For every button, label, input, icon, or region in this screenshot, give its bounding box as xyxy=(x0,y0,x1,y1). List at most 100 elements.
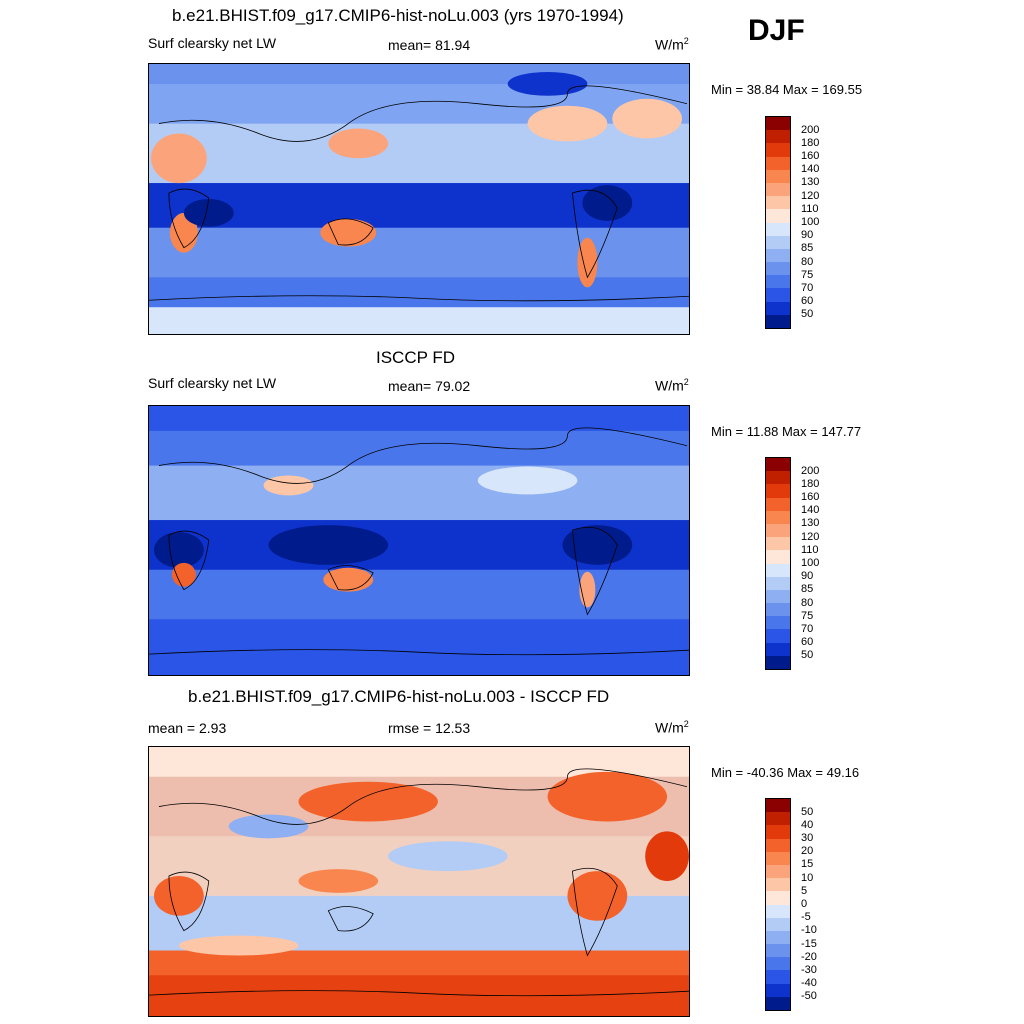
colorbar-label: 50 xyxy=(801,805,814,818)
colorbar-swatch xyxy=(766,983,790,997)
colorbar-swatch xyxy=(766,130,790,144)
colorbar-label: 120 xyxy=(801,189,820,202)
colorbar-label: 20 xyxy=(801,845,814,858)
colorbar-swatch xyxy=(766,288,790,302)
colorbar-label: 200 xyxy=(801,464,820,477)
panel-2-map-field xyxy=(149,406,689,675)
colorbar-swatch xyxy=(766,484,790,498)
panel-2-map xyxy=(148,405,690,676)
colorbar-swatch xyxy=(766,497,790,511)
panel-3-minmax: Min = -40.36 Max = 49.16 xyxy=(711,765,860,780)
colorbar-swatch xyxy=(766,196,790,210)
panel-3-map-field xyxy=(149,747,689,1016)
panel-1-colorbar-swatches xyxy=(766,117,790,328)
colorbar-label: 200 xyxy=(801,123,820,136)
panel-1-mean-label: mean= 81.94 xyxy=(388,37,471,53)
colorbar-label: 60 xyxy=(801,295,814,308)
colorbar-label: 180 xyxy=(801,136,820,149)
colorbar-swatch xyxy=(766,117,790,131)
colorbar-label: -50 xyxy=(801,990,817,1003)
colorbar-swatch xyxy=(766,550,790,564)
colorbar-label: 180 xyxy=(801,477,820,490)
colorbar-swatch xyxy=(766,878,790,892)
colorbar-label: 75 xyxy=(801,268,814,281)
colorbar-swatch xyxy=(766,603,790,617)
colorbar-swatch xyxy=(766,576,790,590)
colorbar-swatch xyxy=(766,471,790,485)
colorbar-label: 10 xyxy=(801,871,814,884)
colorbar-swatch xyxy=(766,314,790,328)
colorbar-label: 130 xyxy=(801,517,820,530)
colorbar-swatch xyxy=(766,825,790,839)
colorbar-label: 5 xyxy=(801,884,808,897)
panel-2-variable-label: Surf clearsky net LW xyxy=(148,375,277,391)
season-label: DJF xyxy=(748,14,805,47)
colorbar-swatch xyxy=(766,944,790,958)
colorbar-swatch xyxy=(766,143,790,157)
panel-3-colorbar xyxy=(765,798,791,1011)
colorbar-swatch xyxy=(766,235,790,249)
colorbar-swatch xyxy=(766,930,790,945)
colorbar-label: 30 xyxy=(801,832,814,845)
colorbar-label: 85 xyxy=(801,583,814,596)
panel-1-colorbar xyxy=(765,116,791,329)
colorbar-swatch xyxy=(766,589,790,604)
colorbar-swatch xyxy=(766,838,790,852)
colorbar-swatch xyxy=(766,563,790,577)
colorbar-swatch xyxy=(766,248,790,263)
panel-1-minmax: Min = 38.84 Max = 169.55 xyxy=(711,82,863,97)
panel-3-colorbar-swatches xyxy=(766,799,790,1010)
panel-1-title: b.e21.BHIST.f09_g17.CMIP6-hist-noLu.003 … xyxy=(172,6,624,25)
colorbar-label: 50 xyxy=(801,649,814,662)
colorbar-swatch xyxy=(766,904,790,918)
panel-2-mean-label: mean= 79.02 xyxy=(388,378,471,394)
colorbar-label: 90 xyxy=(801,229,814,242)
colorbar-label: -15 xyxy=(801,937,817,950)
panel-1-variable-label: Surf clearsky net LW xyxy=(148,35,277,51)
colorbar-label: -10 xyxy=(801,924,817,937)
colorbar-label: -5 xyxy=(801,911,811,924)
colorbar-label: 80 xyxy=(801,255,814,268)
colorbar-label: 40 xyxy=(801,818,814,831)
panel-1-map-field xyxy=(149,64,689,334)
colorbar-swatch xyxy=(766,182,790,197)
colorbar-swatch xyxy=(766,301,790,315)
colorbar-swatch xyxy=(766,275,790,289)
colorbar-swatch xyxy=(766,616,790,630)
colorbar-label: 80 xyxy=(801,596,814,609)
colorbar-label: 90 xyxy=(801,570,814,583)
colorbar-label: 15 xyxy=(801,858,814,871)
colorbar-label: 100 xyxy=(801,557,820,569)
colorbar-label: 70 xyxy=(801,281,814,294)
colorbar-swatch xyxy=(766,812,790,826)
colorbar-label: 140 xyxy=(801,163,820,176)
colorbar-swatch xyxy=(766,996,790,1010)
colorbar-swatch xyxy=(766,262,790,276)
colorbar-swatch xyxy=(766,510,790,524)
colorbar-swatch xyxy=(766,642,790,656)
colorbar-label: 85 xyxy=(801,242,814,255)
colorbar-label: 100 xyxy=(801,216,820,228)
panel-2-minmax: Min = 11.88 Max = 147.77 xyxy=(711,424,862,439)
colorbar-swatch xyxy=(766,799,790,813)
colorbar-label: 120 xyxy=(801,530,820,543)
panel-3-mean-label: mean = 2.93 xyxy=(148,720,227,736)
panel-3-title: b.e21.BHIST.f09_g17.CMIP6-hist-noLu.003 … xyxy=(188,687,610,706)
colorbar-label: -20 xyxy=(801,950,817,963)
panel-1-map xyxy=(148,63,690,335)
colorbar-label: -30 xyxy=(801,963,817,976)
colorbar-label: 75 xyxy=(801,609,814,622)
panel-1-units: W/m2 xyxy=(655,36,689,53)
colorbar-swatch xyxy=(766,523,790,538)
colorbar-swatch xyxy=(766,209,790,223)
panel-3-rmse-label: rmse = 12.53 xyxy=(388,720,471,736)
colorbar-label: 140 xyxy=(801,504,820,517)
colorbar-swatch xyxy=(766,891,790,905)
colorbar-label: 70 xyxy=(801,622,814,635)
colorbar-label: 0 xyxy=(801,898,808,910)
colorbar-label: 60 xyxy=(801,636,814,649)
panel-2-colorbar-swatches xyxy=(766,458,790,669)
colorbar-swatch xyxy=(766,156,790,170)
colorbar-swatch xyxy=(766,917,790,931)
colorbar-label: 160 xyxy=(801,491,820,504)
